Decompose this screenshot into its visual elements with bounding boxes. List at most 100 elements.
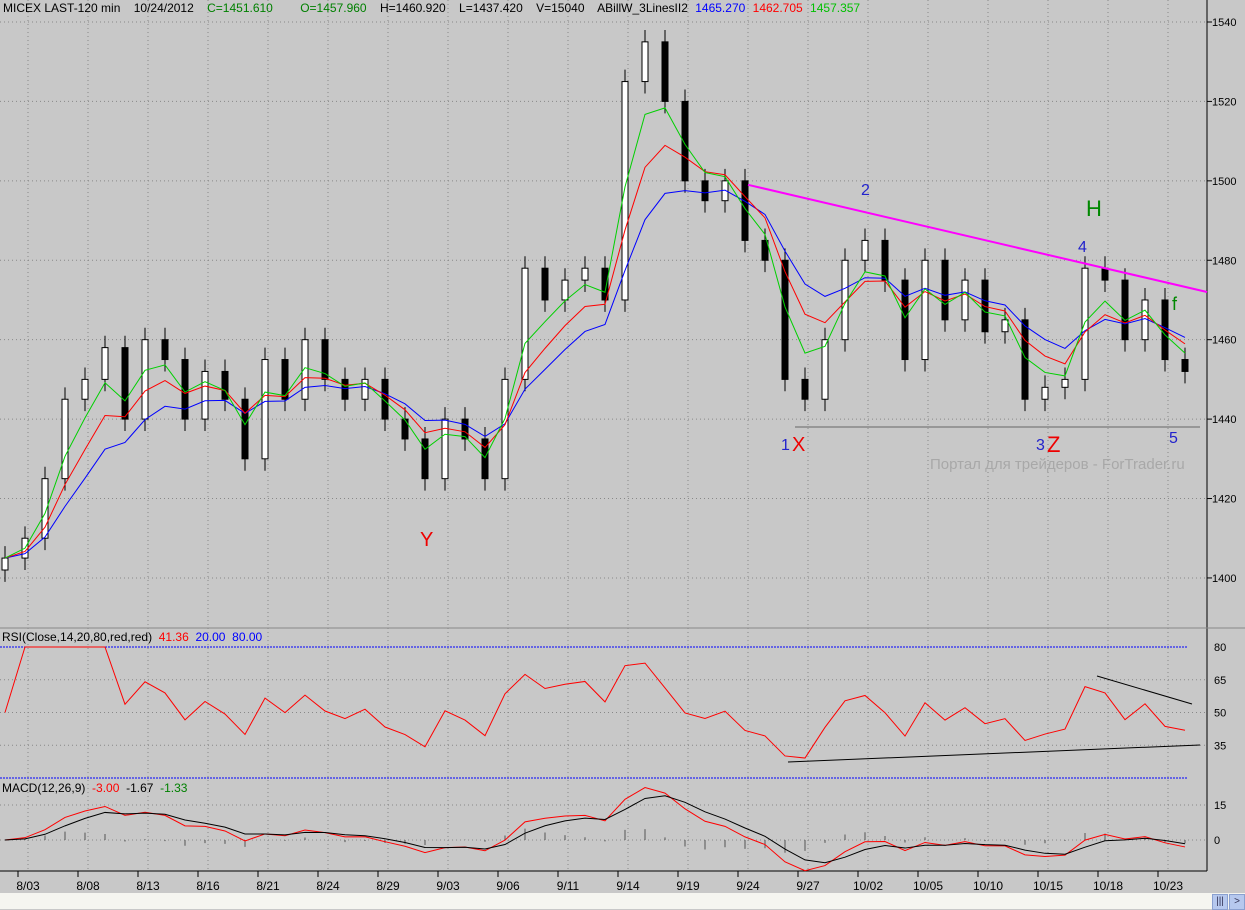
wave-y: Y <box>420 529 434 551</box>
candle-body <box>1121 279 1129 341</box>
candle-body <box>381 378 389 420</box>
wave-z: Z <box>1047 432 1061 457</box>
candle-body <box>461 418 469 440</box>
candle-body <box>561 279 569 301</box>
candle-body <box>321 339 329 380</box>
macd-label: MACD(12,26,9) <box>2 781 86 795</box>
candle-body <box>341 378 349 400</box>
wave-1: 1 <box>781 437 790 454</box>
candle-body <box>701 180 709 202</box>
candle-body <box>1081 267 1089 380</box>
price-tick-label: 1420 <box>1212 494 1236 506</box>
open-value: O=1457.960 <box>300 1 367 15</box>
date-tick-label: 9/24 <box>736 879 760 893</box>
candle-body <box>601 267 609 301</box>
chart-header: MICEX LAST-120 min 10/24/2012 C=1451.610… <box>3 1 870 15</box>
date-tick-label: 9/11 <box>557 879 580 893</box>
candle-body <box>301 339 309 400</box>
date-tick-label: 8/08 <box>76 879 100 893</box>
candle-body <box>821 339 829 400</box>
date-tick-label: 9/19 <box>676 879 700 893</box>
macd-line <box>4 787 1186 872</box>
wave-5: 5 <box>1169 430 1178 447</box>
rsi-high: 80.00 <box>232 630 263 644</box>
candle-body <box>161 339 169 361</box>
wave-3: 3 <box>1036 437 1045 454</box>
candle-body <box>261 359 269 460</box>
candle-body <box>241 398 249 460</box>
candle-body <box>841 259 849 341</box>
rsi-header: RSI(Close,14,20,80,red,red) 41.36 20.00 … <box>2 630 262 644</box>
indicator-name: ABillW_3LinesII2 <box>597 1 688 15</box>
date-tick-label: 8/13 <box>136 879 160 893</box>
date-tick-label: 8/29 <box>376 879 400 893</box>
wave-4: 4 <box>1078 239 1087 256</box>
rsi-support-trendline <box>787 744 1201 763</box>
candle-body <box>901 279 909 361</box>
candle-body <box>1001 319 1009 333</box>
price-tick-label: 1460 <box>1212 335 1236 347</box>
candle-body <box>541 267 549 301</box>
candle-body <box>761 239 769 261</box>
price-tick-label: 1520 <box>1212 96 1236 108</box>
rsi-tick-label: 50 <box>1214 708 1226 720</box>
candle-body <box>501 378 509 480</box>
high-value: H=1460.920 <box>379 1 446 15</box>
rsi-low: 20.00 <box>195 630 226 644</box>
scroll-right-button[interactable]: > <box>1229 894 1245 910</box>
rsi-resistance-trendline <box>1096 675 1193 705</box>
ma-green-line <box>4 107 1186 559</box>
signal-line <box>4 795 1186 864</box>
candle-body <box>581 267 589 281</box>
price-tick-label: 1500 <box>1212 176 1236 188</box>
candle-body <box>421 438 429 480</box>
date: 10/24/2012 <box>133 1 194 15</box>
resistance-trendline <box>747 183 1208 294</box>
date-tick-label: 10/02 <box>853 879 883 893</box>
candle-body <box>101 347 109 380</box>
symbol: MICEX LAST-120 min <box>3 1 121 15</box>
date-tick-label: 8/24 <box>316 879 340 893</box>
scroll-bar[interactable]: ||| > <box>0 893 1245 910</box>
candle-body <box>1101 267 1109 281</box>
candle-body <box>1061 378 1069 388</box>
price-tick-label: 1540 <box>1212 17 1236 29</box>
date-tick-label: 10/05 <box>913 879 943 893</box>
rsi-value: 41.36 <box>158 630 189 644</box>
hist-value: -1.33 <box>160 781 188 795</box>
date-tick-label: 8/03 <box>16 879 40 893</box>
wave-h: H <box>1086 196 1102 221</box>
low-value: L=1437.420 <box>459 1 523 15</box>
candle-body <box>941 259 949 321</box>
macd-tick-label: 15 <box>1214 800 1226 812</box>
candle-body <box>201 370 209 420</box>
candle-body <box>441 418 449 480</box>
candle-body <box>661 41 669 102</box>
candle-body <box>1041 386 1049 400</box>
candle-body <box>401 418 409 440</box>
candle-body <box>641 41 649 83</box>
rsi-tick-label: 80 <box>1214 642 1226 654</box>
scroll-thumb[interactable]: ||| <box>1212 894 1228 910</box>
candle-body <box>61 398 69 480</box>
price-tick-label: 1480 <box>1212 255 1236 267</box>
date-tick-label: 10/23 <box>1153 879 1183 893</box>
candle-body <box>1181 359 1189 372</box>
macd-tick-label: 0 <box>1214 835 1220 847</box>
rsi-line <box>4 646 1186 759</box>
rsi-label: RSI(Close,14,20,80,red,red) <box>2 630 153 644</box>
ma-blue-line <box>4 189 1186 559</box>
candle-body <box>981 279 989 333</box>
date-tick-label: 10/15 <box>1033 879 1063 893</box>
candle-body <box>181 359 189 420</box>
price-tick-label: 1400 <box>1212 573 1236 585</box>
ind-green: 1457.357 <box>810 1 861 15</box>
signal-value: -1.67 <box>126 781 154 795</box>
candle-body <box>361 378 369 400</box>
candle-body <box>81 378 89 400</box>
date-tick-label: 9/27 <box>796 879 820 893</box>
candle-body <box>481 438 489 480</box>
macd-value: -3.00 <box>92 781 120 795</box>
candle-body <box>681 100 689 182</box>
